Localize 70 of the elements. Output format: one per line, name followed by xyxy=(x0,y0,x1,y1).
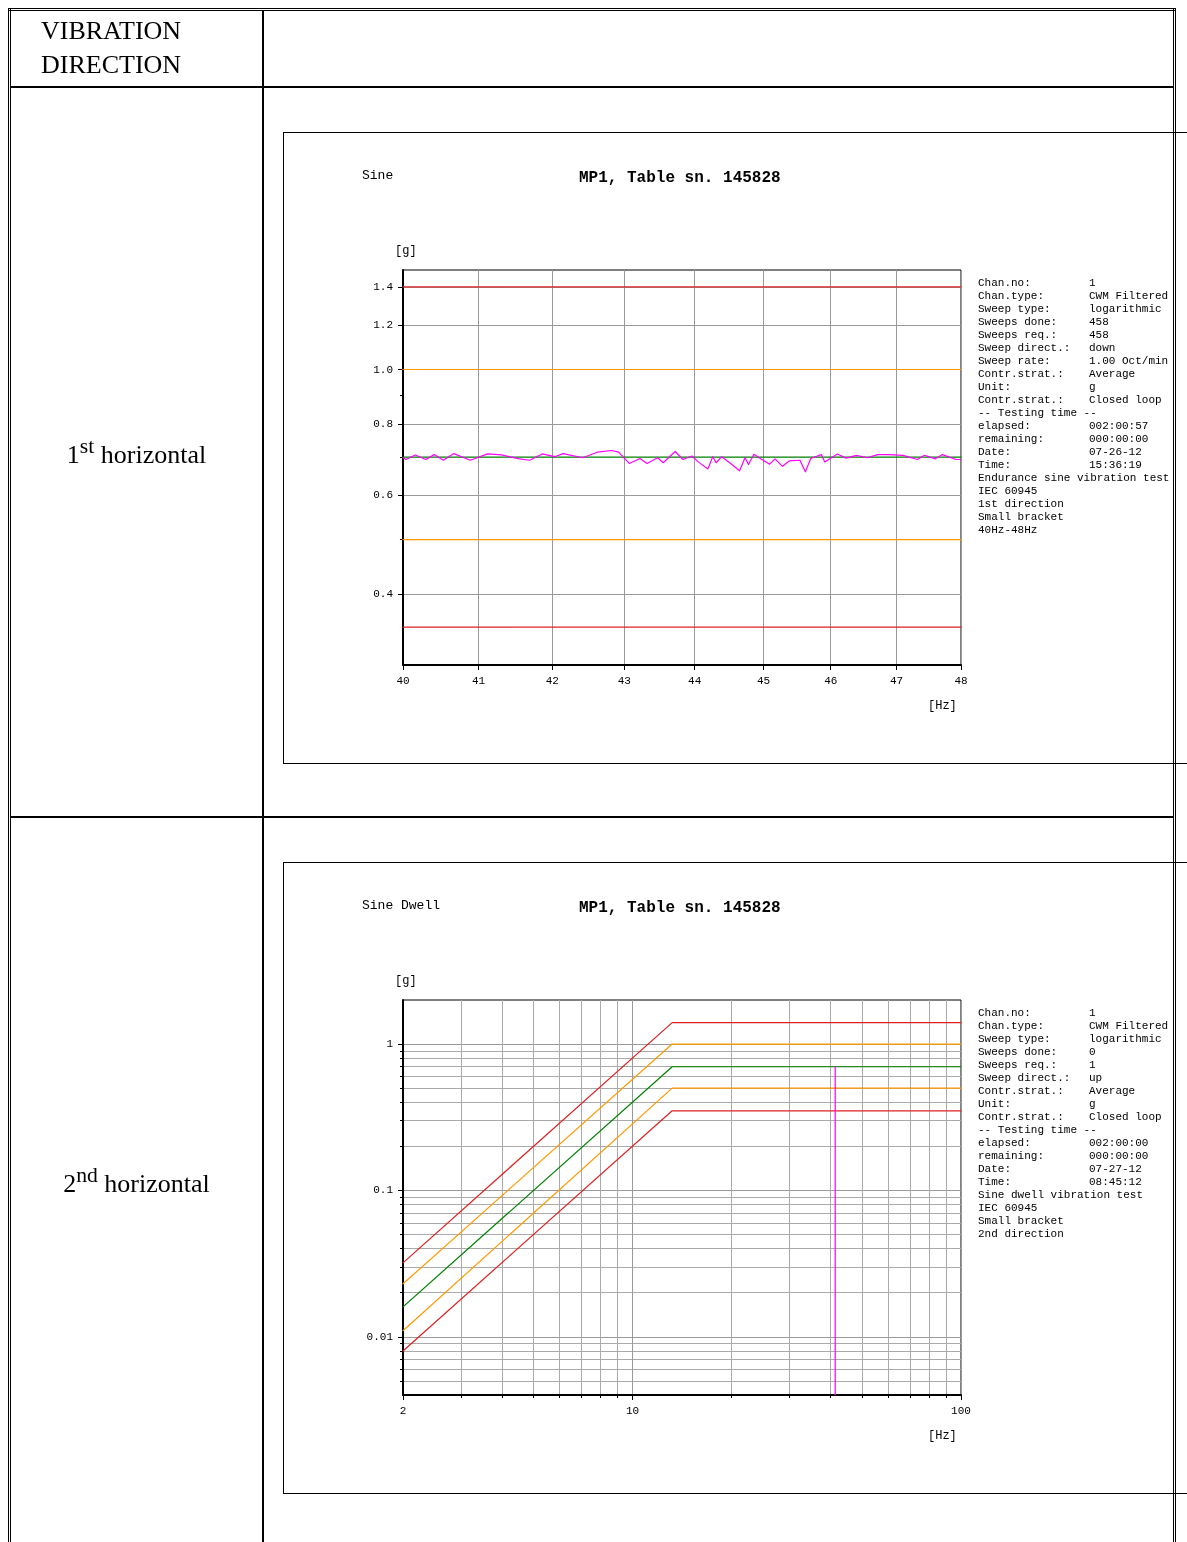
text: Chan.no: 1 xyxy=(978,1006,1096,1018)
chart-title: MP1, Table sn. 145828 xyxy=(579,168,781,187)
text: 1st direction xyxy=(978,497,1064,509)
y-tick-label: 1.2 xyxy=(373,318,393,331)
text: Time: 08:45:12 xyxy=(978,1175,1142,1187)
text: Endurance sine vibration test xyxy=(978,471,1170,483)
x-axis-title: [Hz] xyxy=(928,1428,957,1443)
x-tick-label: 41 xyxy=(471,674,486,686)
x-tick-label: 48 xyxy=(954,674,968,686)
y-tick-label: 1.0 xyxy=(373,363,393,376)
y-tick-label: 0.6 xyxy=(373,488,393,501)
y-tick-label: 1 xyxy=(386,1037,394,1050)
chart-title: MP1, Table sn. 145828 xyxy=(579,898,781,917)
text: IEC 60945 xyxy=(978,1201,1038,1213)
x-tick-label: 2 xyxy=(399,1404,407,1416)
text: Time: 15:36:19 xyxy=(978,458,1142,470)
text: 2nd direction xyxy=(978,1227,1064,1239)
text: -- Testing time -- xyxy=(978,406,1097,418)
text: Sweep direct.: down xyxy=(978,341,1116,353)
chart-subtitle: Sine xyxy=(362,167,394,183)
y-axis-title: [g] xyxy=(395,243,417,258)
chart-subtitle: Sine Dwell xyxy=(362,897,441,913)
text: Chan.type: CWM Filtered xyxy=(978,1019,1169,1031)
x-tick-label: 43 xyxy=(617,674,631,686)
x-tick-label: 42 xyxy=(545,674,559,686)
x-tick-label: 45 xyxy=(756,674,771,686)
text: Sweep rate: 1.00 Oct/min xyxy=(978,354,1169,366)
y-tick-label: 1.4 xyxy=(373,280,394,293)
x-tick-label: 100 xyxy=(951,1404,971,1416)
text: 2$^{nd}$ horizontal xyxy=(9,816,263,1542)
text: 40Hz-48Hz xyxy=(978,523,1038,535)
y-tick-label: 0.01 xyxy=(366,1330,394,1343)
text: 1$^{st}$ horizontal xyxy=(9,86,263,817)
y-axis-title: [g] xyxy=(395,973,417,988)
text: Unit: g xyxy=(978,380,1096,392)
text: Sine dwell vibration test xyxy=(978,1188,1144,1200)
y-tick-label: 0.1 xyxy=(373,1183,394,1196)
x-axis-title: [Hz] xyxy=(928,698,957,713)
text: Unit: g xyxy=(978,1097,1096,1109)
text: Contr.strat.: Average xyxy=(978,367,1136,379)
y-tick-label: 0.8 xyxy=(373,417,393,430)
text: Small bracket xyxy=(978,510,1064,522)
text: Sweeps done: 458 xyxy=(978,315,1109,327)
text: Contr.strat.: Closed loop xyxy=(978,393,1162,405)
x-tick-label: 44 xyxy=(688,674,702,686)
text: Sweeps req.: 1 xyxy=(978,1058,1096,1070)
x-tick-label: 46 xyxy=(824,674,838,686)
text: Sweep type: logarithmic xyxy=(978,302,1162,314)
text: Sweep direct.: up xyxy=(978,1071,1103,1083)
text: Small bracket xyxy=(978,1214,1064,1226)
text: elapsed: 002:00:00 xyxy=(978,1136,1149,1148)
text: Contr.strat.: Average xyxy=(978,1084,1136,1096)
text: Sweeps req.: 458 xyxy=(978,328,1109,340)
text: -- Testing time -- xyxy=(978,1123,1097,1135)
text: Chan.no: 1 xyxy=(978,276,1096,288)
text: Sweep type: logarithmic xyxy=(978,1032,1162,1044)
x-tick-label: 10 xyxy=(625,1404,640,1416)
text: Chan.type: CWM Filtered xyxy=(978,289,1169,301)
text: Date: 07-26-12 xyxy=(978,445,1142,457)
text: VIBRATION DIRECTION xyxy=(9,9,263,87)
text: Date: 07-27-12 xyxy=(978,1162,1142,1174)
y-tick-label: 0.4 xyxy=(373,587,394,600)
text: remaining: 000:00:00 xyxy=(978,432,1149,444)
text: elapsed: 002:00:57 xyxy=(978,419,1149,431)
text: remaining: 000:00:00 xyxy=(978,1149,1149,1161)
x-tick-label: 47 xyxy=(889,674,904,686)
x-tick-label: 40 xyxy=(396,674,410,686)
text: IEC 60945 xyxy=(978,484,1038,496)
text: Contr.strat.: Closed loop xyxy=(978,1110,1162,1122)
text: Sweeps done: 0 xyxy=(978,1045,1096,1057)
